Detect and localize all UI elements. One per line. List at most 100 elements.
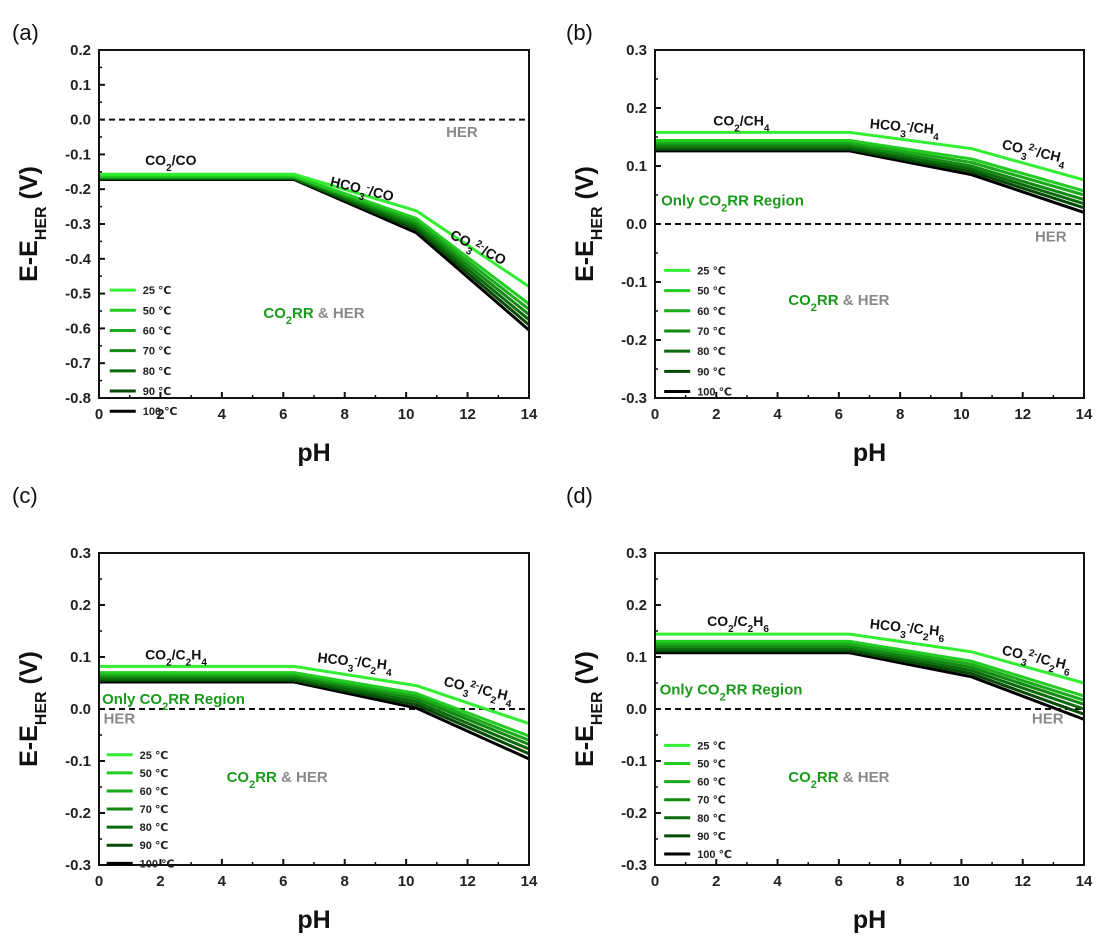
- y-axis-title-sub: HER: [33, 206, 50, 240]
- legend-label: 80 ℃: [697, 813, 726, 825]
- reaction-annotation: CO2/CH4: [713, 112, 770, 133]
- region-rr: RR: [255, 769, 277, 786]
- series-line-80℃: [655, 145, 1085, 206]
- annotation-part: /C: [909, 620, 925, 637]
- y-tick-label: 0.1: [70, 77, 91, 94]
- annotation-part: 4: [764, 123, 770, 134]
- annotation-part: 3: [900, 629, 907, 641]
- x-axis-title: pH: [297, 439, 330, 467]
- annotation-part: 6: [938, 633, 945, 645]
- x-axis-title: pH: [853, 439, 886, 467]
- x-tick-label: 8: [341, 406, 349, 423]
- annotation-part: /CO: [479, 242, 509, 268]
- series-line-70℃: [655, 645, 1085, 706]
- x-tick-label: 2: [156, 406, 164, 423]
- annotation-part: H: [928, 622, 940, 639]
- panel-label: (a): [12, 20, 39, 45]
- reaction-annotation: HCO3-/C2H4: [316, 649, 394, 679]
- y-tick-label: -0.4: [65, 251, 92, 268]
- legend-label: 90 ℃: [697, 366, 726, 378]
- region-amp: &: [277, 769, 296, 786]
- region-amp: &: [314, 305, 333, 322]
- y-tick-label: 0.0: [626, 701, 647, 718]
- legend-label: 25 ℃: [143, 285, 172, 297]
- y-tick-label: 0.2: [626, 100, 647, 117]
- annotation-part: 4: [505, 698, 513, 710]
- region-her: HER: [858, 769, 890, 786]
- only-pre: Only CO: [660, 681, 720, 698]
- y-tick-label: -0.5: [65, 286, 91, 303]
- annotation-part: /CO: [172, 152, 197, 168]
- legend-label: 50 ℃: [697, 286, 726, 298]
- region-her: HER: [333, 305, 365, 322]
- y-tick-label: 0.1: [70, 649, 91, 666]
- annotation-part: 2-: [474, 238, 487, 252]
- x-tick-label: 0: [95, 873, 103, 890]
- x-tick-label: 14: [521, 873, 538, 890]
- x-tick-label: 10: [398, 406, 415, 423]
- annotation-part: 2: [748, 623, 754, 634]
- legend-label: 70 ℃: [697, 795, 726, 807]
- annotation-part: 3: [464, 245, 474, 258]
- annotation-part: H: [376, 656, 388, 673]
- legend: 25 ℃ 50 ℃ 60 ℃ 70 ℃ 80 ℃ 90 ℃ 100 ℃: [109, 285, 177, 418]
- y-axis-title-sub: HER: [589, 206, 606, 240]
- annotation-part: H: [1054, 654, 1067, 672]
- reaction-annotation: CO32-/CH4: [999, 135, 1068, 171]
- legend-label: 25 ℃: [697, 265, 726, 277]
- series-line-90℃: [99, 177, 530, 327]
- annotation-part: /CH: [909, 119, 934, 137]
- legend-label: 50 ℃: [140, 768, 169, 780]
- y-tick-label: 0.3: [626, 42, 647, 59]
- region-amp: &: [839, 769, 858, 786]
- y-tick-label: -0.8: [65, 390, 91, 407]
- legend-label: 100 ℃: [140, 858, 175, 870]
- annotation-part: 2: [728, 623, 734, 634]
- annotation-part: 2: [489, 694, 497, 706]
- y-axis-title-main: E-E: [571, 725, 599, 767]
- series-line-100℃: [655, 651, 1085, 721]
- region-sub: 2: [811, 302, 817, 314]
- series-line-25℃: [99, 172, 530, 288]
- y-tick-label: 0.0: [70, 112, 91, 129]
- annotation-part: 3: [1020, 151, 1028, 163]
- legend-label: 60 ℃: [143, 325, 172, 337]
- annotation-part: 3: [1020, 657, 1028, 669]
- series-line-70℃: [99, 675, 530, 746]
- reaction-annotation: HCO3-/CO: [327, 173, 395, 210]
- only-sub: 2: [720, 691, 726, 703]
- y-tick-label: -0.3: [621, 390, 647, 407]
- annotation-part: CO: [1001, 136, 1025, 156]
- annotation-part: 3: [347, 663, 354, 675]
- annotation-part: /C: [734, 613, 748, 629]
- y-axis-title-sub: HER: [589, 691, 606, 725]
- annotation-part: 3: [900, 129, 907, 140]
- legend-label: 60 ℃: [697, 777, 726, 789]
- legend-label: 60 ℃: [697, 306, 726, 318]
- annotation-part: /C: [1035, 650, 1052, 669]
- annotation-part: 4: [1057, 160, 1065, 172]
- her-label: HER: [446, 124, 478, 141]
- chart-panel-c: (c)0 2 4 6 8 10 12 140.30.20.10.0-0.1-0.2-0.3pH…: [12, 483, 538, 934]
- only-post: RR Region: [168, 691, 245, 708]
- y-tick-label: -0.2: [65, 805, 91, 822]
- only-co2rr-region-label: Only CO2RR Region: [102, 691, 245, 713]
- x-tick-label: 10: [398, 873, 415, 890]
- y-axis-title-main: E-E: [571, 240, 599, 282]
- annotation-part: 2: [186, 657, 192, 668]
- legend: 25 ℃ 50 ℃ 60 ℃ 70 ℃ 80 ℃ 90 ℃ 100 ℃: [106, 750, 175, 870]
- co2rr-her-region-label: CO2RR & HER: [788, 769, 889, 791]
- chart-panel-d: (d) 0 2 4 6 8 10 12 14 0.3 0.2 0.1 0.0 -0.1 -0.2 -0.3 pH…: [566, 483, 1093, 934]
- series-line-25℃: [655, 130, 1085, 182]
- region-sub: 2: [286, 315, 292, 327]
- annotation-part: 2: [734, 123, 740, 134]
- reaction-annotation: HCO3-/C2H6: [869, 615, 947, 645]
- panel-label: (c): [12, 483, 38, 508]
- series-line-25℃: [655, 632, 1085, 685]
- reaction-annotation: CO2/CO: [145, 152, 197, 174]
- x-tick-label: 2: [156, 873, 164, 890]
- only-pre: Only CO: [661, 192, 721, 209]
- annotation-part: 2-: [1028, 141, 1039, 154]
- chart-panel-b: (b) 0 2 4 6 8 10 12 14 0.3 0.2 0.1 0.0 -0.1 -0.2 -0.3 pH…: [566, 20, 1093, 467]
- annotation-part: 2: [166, 657, 172, 668]
